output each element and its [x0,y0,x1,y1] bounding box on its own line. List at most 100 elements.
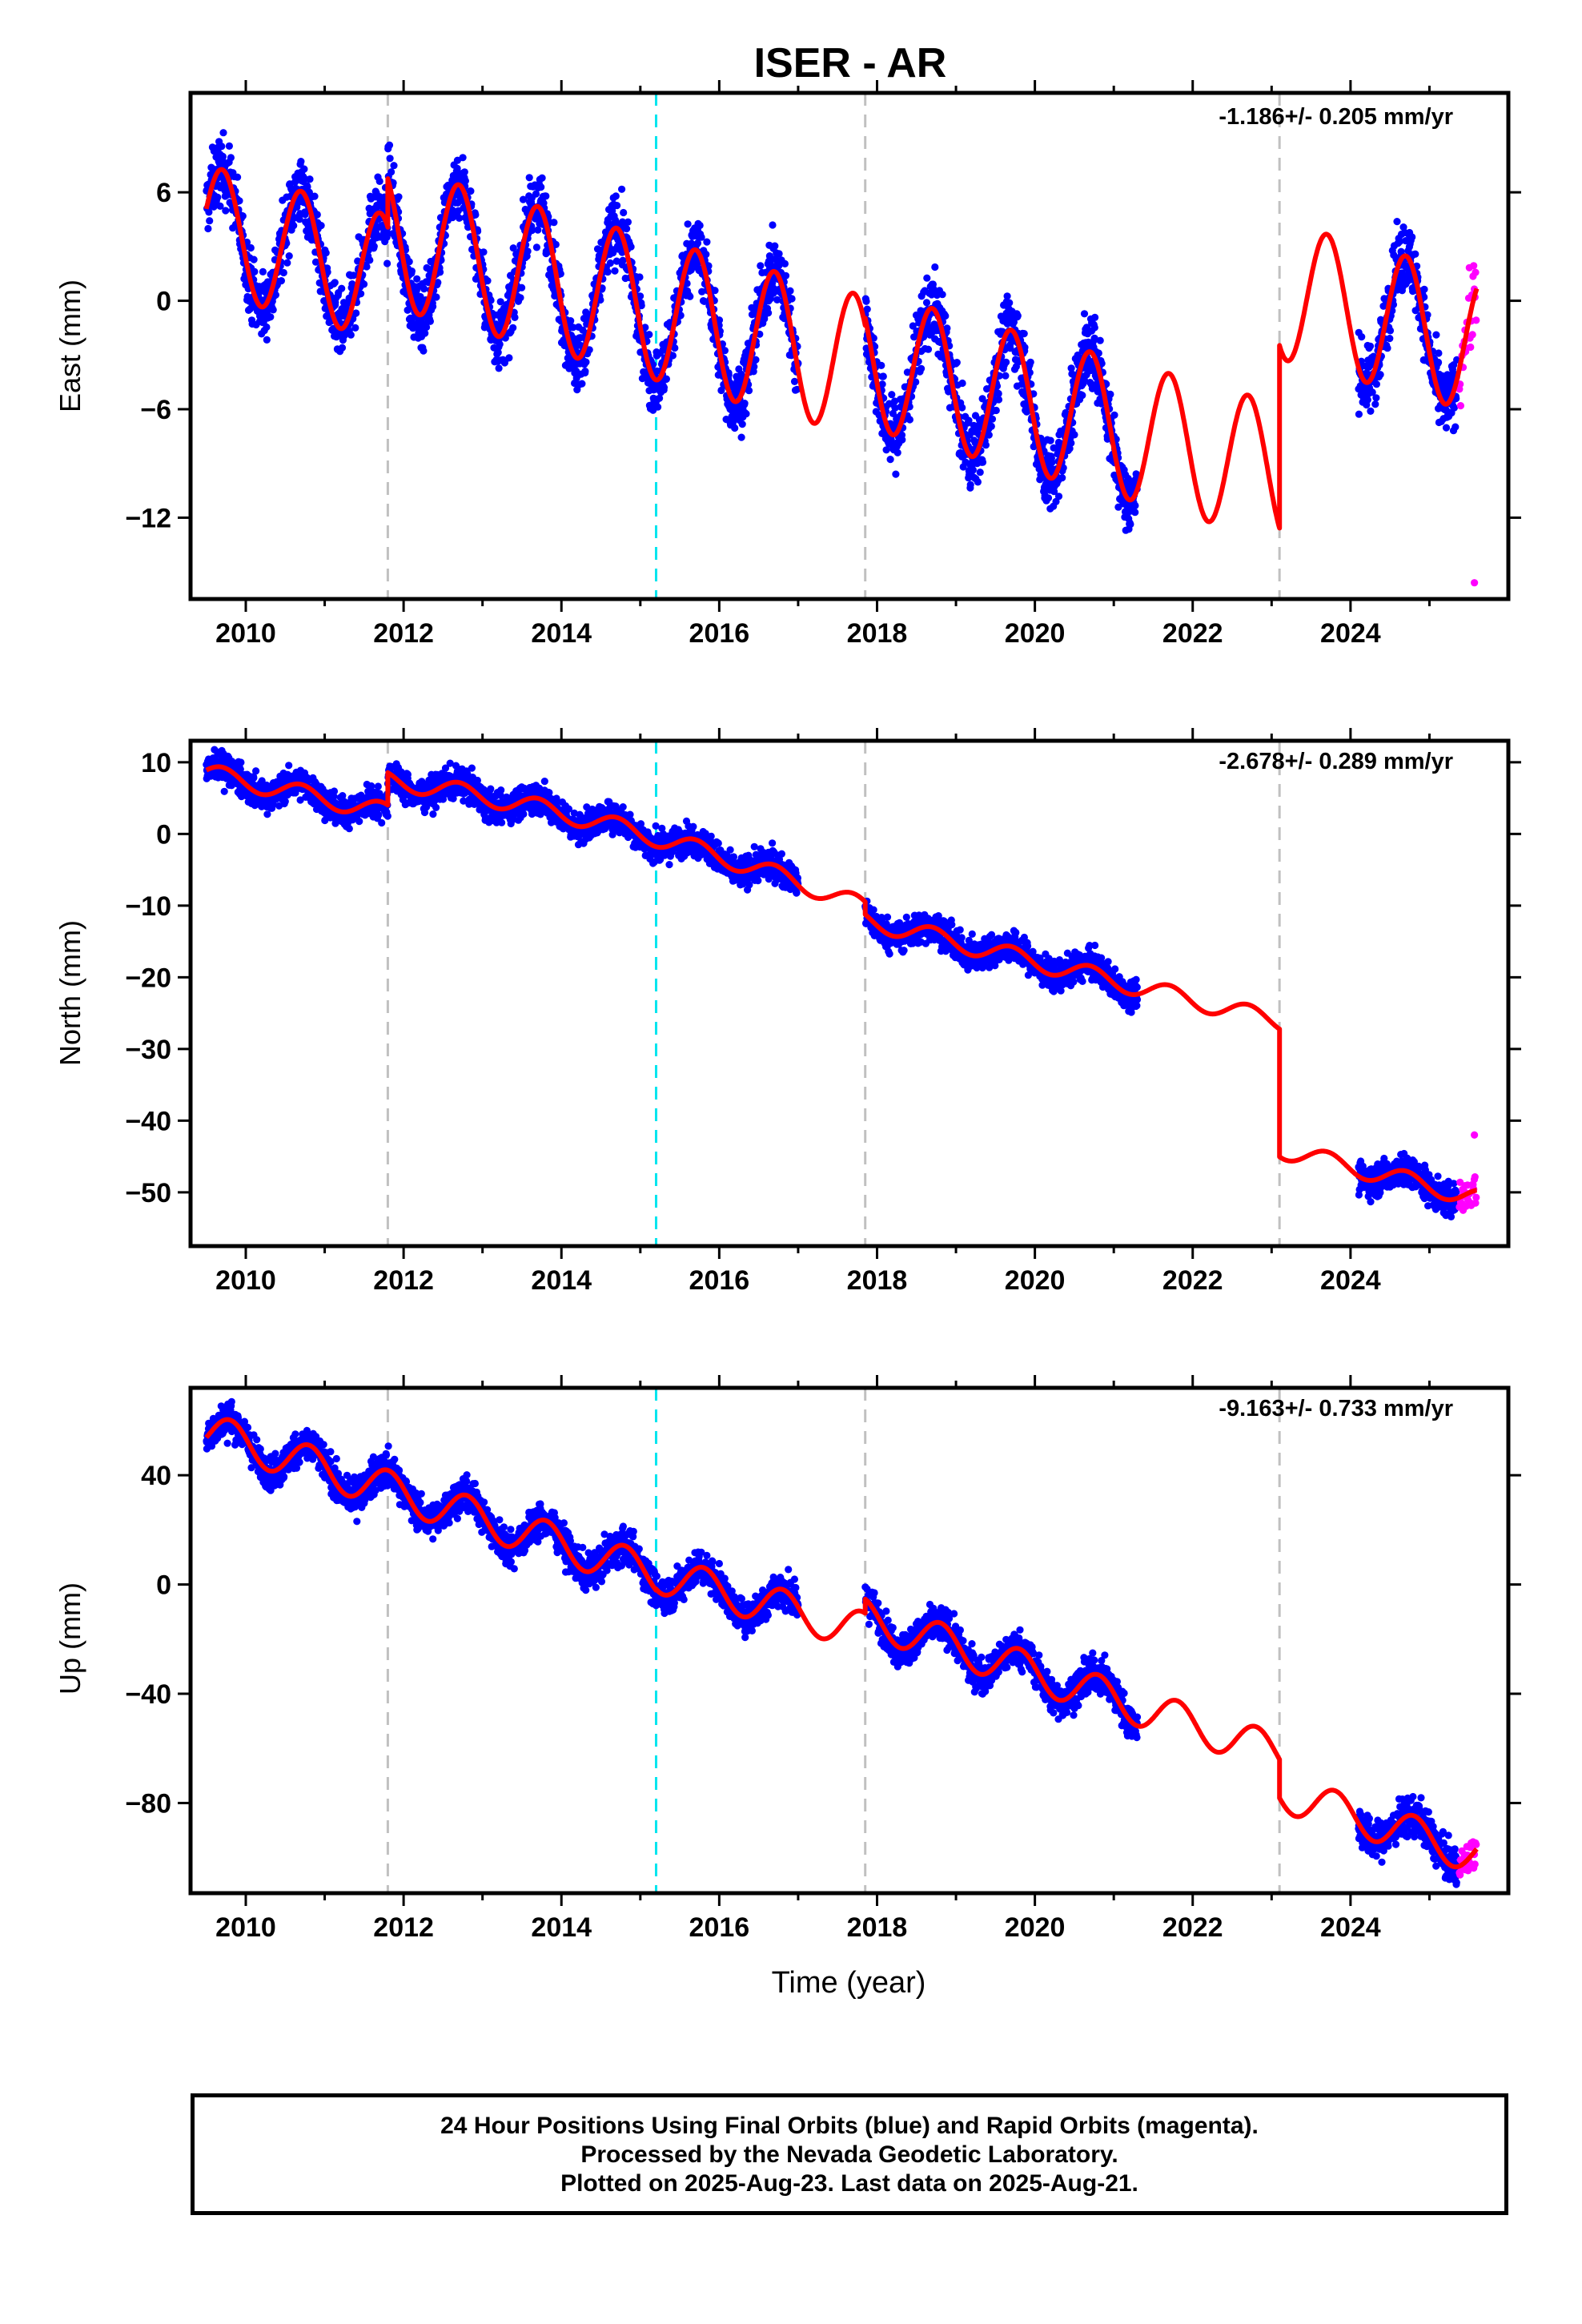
final-point [623,225,631,233]
final-point [1435,349,1443,357]
final-point [537,183,545,191]
final-point [495,364,503,372]
final-point [524,247,532,255]
final-point [263,810,271,818]
final-point [775,250,783,258]
final-point [214,193,222,201]
final-point [420,347,428,355]
final-point [624,218,632,226]
final-point [408,267,416,275]
final-point [606,259,614,267]
final-point [1044,494,1053,502]
final-point [300,175,309,183]
final-point [738,420,746,428]
final-point [1420,285,1428,293]
final-point [355,818,363,826]
final-point [579,326,587,334]
final-point [938,291,946,299]
final-point [1131,501,1139,510]
model-fit-curve [203,167,1480,531]
final-point [612,257,620,265]
final-point [974,478,982,486]
final-point [404,770,412,778]
final-point [205,208,213,216]
final-point [987,422,995,431]
final-point [390,162,398,170]
final-point [992,406,1000,415]
final-point [1091,313,1099,321]
final-point [263,336,271,344]
final-point [917,364,926,372]
final-point [352,309,360,317]
rapid-point [1470,262,1478,270]
final-point [338,344,347,352]
final-point [1383,344,1391,352]
final-point [988,415,997,423]
final-point [637,302,645,310]
x-tick-label: 2010 [215,618,276,649]
final-point [532,243,541,251]
final-point [317,222,325,230]
final-point [429,303,437,311]
final-point [1355,410,1363,418]
final-point [542,192,550,200]
final-point [1096,336,1104,344]
final-point [311,192,319,200]
final-point [423,323,431,332]
final-point [235,197,243,205]
final-point [636,292,644,300]
final-point [218,143,226,151]
final-point [525,174,533,182]
final-point [251,267,259,275]
final-point [363,263,371,271]
final-point [1070,431,1078,439]
final-point [487,785,495,793]
final-point [742,410,750,418]
final-point [350,271,358,279]
final-point [345,825,353,833]
final-point [269,306,277,314]
final-point [386,155,394,163]
final-point [1003,292,1011,300]
final-point [877,361,885,369]
final-point [285,762,293,770]
final-point [781,259,789,267]
final-point [496,340,504,348]
final-point [879,372,887,380]
final-point [487,296,495,304]
east-ylabel: East (mm) [54,279,86,412]
final-point [534,226,542,234]
final-point [216,202,224,210]
final-point [705,262,713,270]
final-point [612,192,620,200]
final-point [374,782,382,790]
final-point [237,758,245,766]
final-point [331,279,339,287]
final-point [330,787,339,795]
final-point [1435,358,1443,367]
final-point [976,468,984,476]
final-point [1080,310,1089,318]
final-point [1110,411,1118,419]
x-tick-label: 2018 [847,618,908,649]
final-point [781,271,790,279]
final-point [283,259,291,267]
final-point [219,152,227,161]
final-point [1376,371,1384,379]
final-point [582,358,590,366]
final-point [656,394,664,402]
final-point [472,211,480,219]
final-point [862,297,870,305]
rapid-point [1471,579,1479,587]
final-point [338,284,346,292]
final-point [620,208,628,217]
final-point [375,177,383,185]
final-point [581,368,589,376]
final-point [1126,521,1134,529]
final-point [279,268,287,277]
final-point [1386,335,1394,343]
final-point [1371,400,1379,408]
final-point [456,214,464,222]
x-tick-label: 2016 [689,618,750,649]
